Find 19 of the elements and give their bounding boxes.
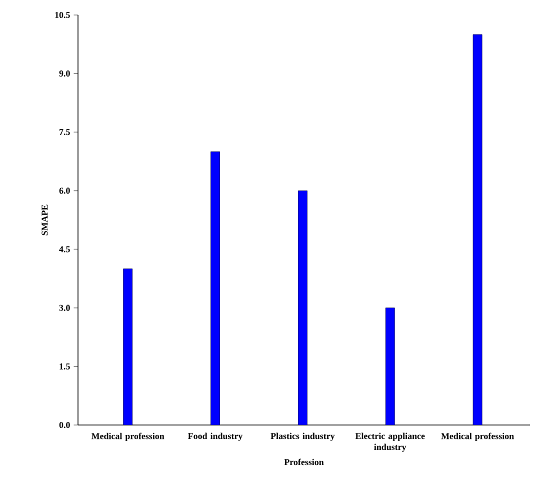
y-tick-label: 6.0	[59, 188, 70, 194]
bar	[123, 268, 133, 425]
x-axis-title: Profession	[284, 458, 324, 466]
x-tick-label: Electric appliance industry	[355, 432, 425, 452]
x-tick-label: Medical profession	[441, 432, 514, 441]
y-axis-title: SMAPE	[42, 204, 48, 236]
x-tick-label: Food industry	[188, 432, 243, 441]
y-tick-label: 0.0	[59, 422, 70, 428]
y-tick-label: 1.5	[60, 363, 70, 370]
y-tick-label: 4.5	[59, 246, 70, 252]
bar	[210, 151, 220, 425]
x-tick-label: Medical profession	[91, 432, 164, 441]
bar	[298, 190, 308, 425]
y-tick-label: 3.0	[59, 304, 70, 311]
y-tick-label: 7.5	[60, 129, 70, 136]
y-tick-label: 10.5	[55, 12, 70, 18]
y-tick-label: 9.0	[59, 70, 70, 77]
x-tick-label: Plastics industry	[270, 432, 335, 441]
bar	[385, 308, 395, 425]
